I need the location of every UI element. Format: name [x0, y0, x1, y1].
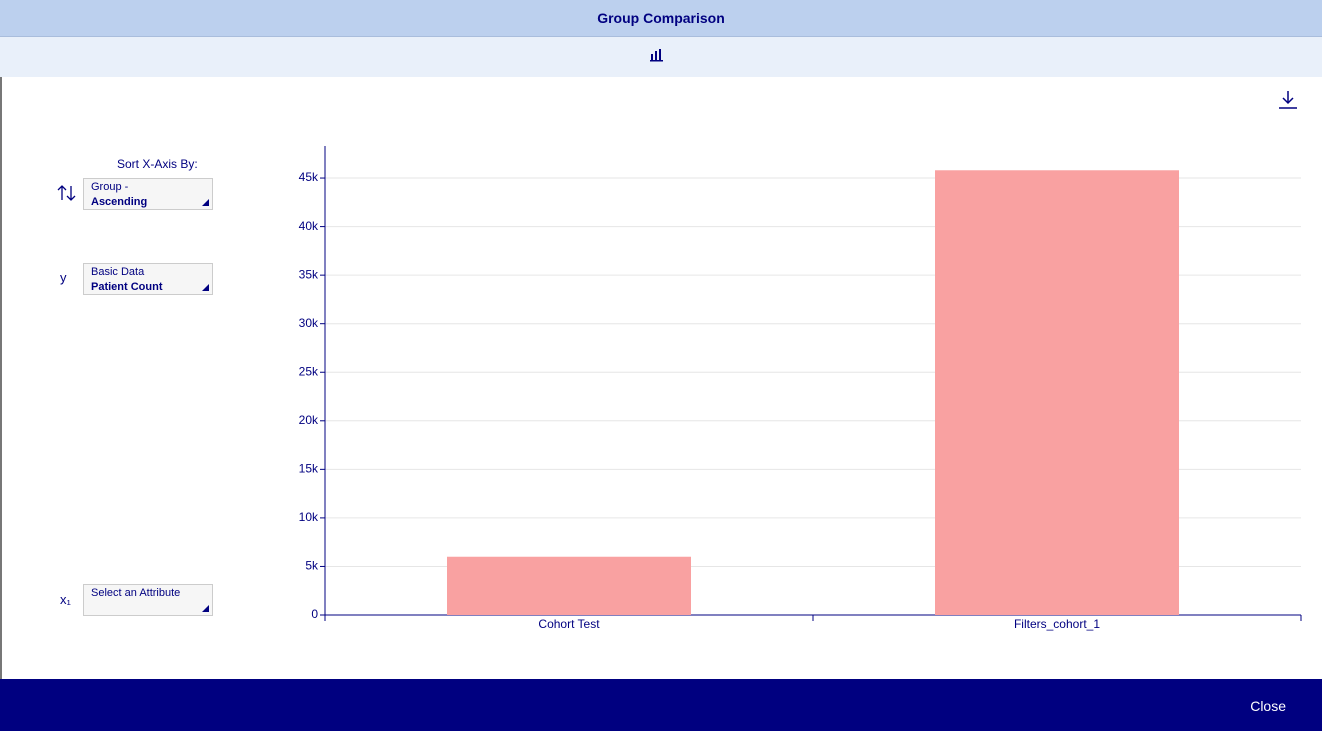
toolbar — [0, 37, 1322, 77]
sort-label: Sort X-Axis By: — [117, 157, 198, 171]
bar — [935, 170, 1179, 615]
y-tick-label: 15k — [299, 462, 319, 476]
edge — [0, 77, 2, 679]
bar — [447, 556, 691, 615]
x-tick-label: Cohort Test — [538, 617, 600, 631]
sort-icon — [57, 185, 76, 201]
y-tick-label: 5k — [305, 559, 319, 573]
x-label: x₁ — [60, 592, 71, 607]
dropdown-text: Select an Attribute — [91, 587, 181, 599]
y-tick-label: 25k — [299, 364, 319, 378]
x-dropdown[interactable]: Select an Attribute — [83, 584, 213, 616]
chart-icon[interactable] — [650, 48, 664, 62]
chart: 0 5k 10k 15k 20k 25k 30k 35k 40k 45k Cohort Test Fi… — [299, 146, 1302, 631]
y-tick-label: 0 — [311, 607, 318, 621]
x-tick-label: Filters_cohort_1 — [1014, 617, 1100, 631]
y-tick-label: 20k — [299, 413, 319, 427]
y-tick-label: 40k — [299, 219, 319, 233]
y-tick-label: 30k — [299, 316, 319, 330]
y-tick-label: 35k — [299, 267, 319, 281]
sort-dropdown[interactable]: Group - Ascending — [83, 178, 213, 210]
header-title: Group Comparison — [0, 0, 1322, 37]
footer: Close — [0, 679, 1322, 731]
y-label: y — [60, 270, 67, 285]
dropdown-value: Patient Count — [91, 281, 163, 293]
dropdown-text: Basic Data — [91, 266, 145, 278]
y-tick-label: 10k — [299, 510, 319, 524]
download-icon[interactable] — [1278, 90, 1298, 110]
y-dropdown[interactable]: Basic Data Patient Count — [83, 263, 213, 295]
dropdown-text: Group - — [91, 181, 129, 193]
close-button[interactable]: Close — [1250, 698, 1286, 714]
dropdown-value: Ascending — [91, 196, 148, 208]
y-tick-label: 45k — [299, 170, 319, 184]
